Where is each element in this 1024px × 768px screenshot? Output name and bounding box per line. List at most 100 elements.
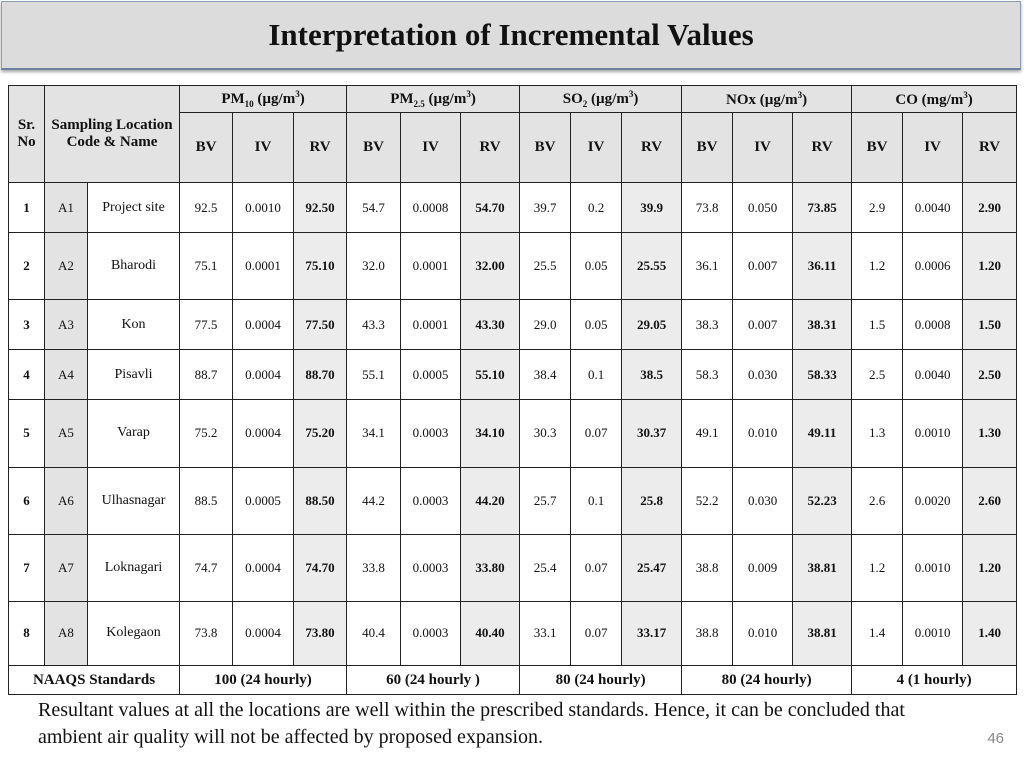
cell-co-rv: 1.40: [962, 600, 1018, 667]
cell-so2-rv: 25.47: [621, 533, 683, 602]
cell-nox-bv: 38.3: [681, 299, 734, 351]
row-location-name: Project site: [87, 181, 180, 234]
standard-co: 4 (1 hourly): [851, 665, 1018, 695]
row-sr-no: 1: [8, 181, 45, 234]
cell-nox-iv: 0.009: [732, 533, 794, 602]
cell-co-iv: 0.0010: [902, 600, 964, 667]
cell-co-iv: 0.0040: [902, 181, 964, 234]
cell-pm25-rv: 32.00: [460, 232, 521, 301]
cell-pm25-bv: 43.3: [346, 299, 402, 351]
cell-nox-rv: 73.85: [792, 181, 853, 234]
cell-pm10-rv: 88.70: [292, 349, 348, 401]
cell-pm10-rv: 75.20: [292, 399, 348, 468]
row-location-name: Loknagari: [87, 533, 180, 602]
cell-pm25-rv: 34.10: [460, 399, 521, 468]
cell-so2-iv: 0.07: [570, 600, 623, 667]
header-location: Sampling Location Code & Name: [44, 85, 180, 183]
row-location-code: A1: [44, 181, 88, 234]
cell-pm25-iv: 0.0005: [400, 349, 462, 401]
row-location-name: Bharodi: [87, 232, 180, 301]
cell-nox-bv: 38.8: [681, 533, 734, 602]
cell-pm10-iv: 0.0004: [232, 349, 294, 401]
cell-so2-rv: 33.17: [621, 600, 683, 667]
cell-pm10-bv: 73.8: [179, 600, 233, 667]
row-location-code: A4: [44, 349, 88, 401]
cell-pm10-bv: 88.5: [179, 466, 233, 535]
cell-co-bv: 1.4: [851, 600, 904, 667]
cell-pm25-bv: 32.0: [346, 232, 402, 301]
cell-co-iv: 0.0010: [902, 399, 964, 468]
cell-so2-iv: 0.1: [570, 466, 623, 535]
subheader-pm10-bv: BV: [179, 112, 233, 183]
cell-so2-rv: 38.5: [621, 349, 683, 401]
subheader-co-iv: IV: [902, 112, 964, 183]
cell-co-bv: 2.9: [851, 181, 904, 234]
standards-label: NAAQS Standards: [8, 665, 180, 695]
cell-pm25-rv: 43.30: [460, 299, 521, 351]
subheader-pm10-rv: RV: [292, 112, 348, 183]
title-banner: Interpretation of Incremental Values: [1, 1, 1021, 70]
cell-co-iv: 0.0010: [902, 533, 964, 602]
cell-nox-rv: 36.11: [792, 232, 853, 301]
subheader-so2-iv: IV: [570, 112, 623, 183]
cell-nox-bv: 73.8: [681, 181, 734, 234]
cell-pm10-rv: 77.50: [292, 299, 348, 351]
header-pm25: PM2.5 (µg/m3): [346, 85, 521, 113]
cell-pm25-bv: 55.1: [346, 349, 402, 401]
header-sr-no: Sr. No: [8, 85, 45, 183]
cell-nox-bv: 38.8: [681, 600, 734, 667]
cell-so2-iv: 0.07: [570, 399, 623, 468]
cell-so2-bv: 39.7: [519, 181, 572, 234]
row-sr-no: 2: [8, 232, 45, 301]
row-location-code: A3: [44, 299, 88, 351]
cell-so2-iv: 0.05: [570, 299, 623, 351]
row-sr-no: 4: [8, 349, 45, 401]
cell-co-rv: 1.20: [962, 232, 1018, 301]
cell-pm25-rv: 44.20: [460, 466, 521, 535]
row-sr-no: 3: [8, 299, 45, 351]
cell-pm10-iv: 0.0004: [232, 299, 294, 351]
cell-so2-bv: 30.3: [519, 399, 572, 468]
cell-pm25-iv: 0.0001: [400, 232, 462, 301]
cell-co-bv: 2.5: [851, 349, 904, 401]
cell-nox-iv: 0.050: [732, 181, 794, 234]
cell-pm25-iv: 0.0003: [400, 466, 462, 535]
cell-nox-bv: 36.1: [681, 232, 734, 301]
cell-nox-rv: 49.11: [792, 399, 853, 468]
cell-pm25-rv: 33.80: [460, 533, 521, 602]
standard-pm25: 60 (24 hourly ): [346, 665, 521, 695]
cell-pm10-bv: 75.1: [179, 232, 233, 301]
cell-pm25-iv: 0.0003: [400, 399, 462, 468]
table-row: 2 A2 Bharodi 75.1 0.0001 75.10 32.0 0.0001 32.00…: [8, 232, 1018, 301]
cell-nox-iv: 0.010: [732, 399, 794, 468]
cell-co-iv: 0.0006: [902, 232, 964, 301]
cell-pm10-bv: 75.2: [179, 399, 233, 468]
cell-pm10-iv: 0.0004: [232, 600, 294, 667]
cell-so2-iv: 0.05: [570, 232, 623, 301]
subheader-so2-bv: BV: [519, 112, 572, 183]
subheader-so2-rv: RV: [621, 112, 683, 183]
cell-co-iv: 0.0020: [902, 466, 964, 535]
sub-header-row: BV IV RV BV IV RV BV IV RV BV IV RV BV IV RV: [9, 112, 1018, 183]
cell-so2-iv: 0.07: [570, 533, 623, 602]
cell-pm10-iv: 0.0010: [232, 181, 294, 234]
row-sr-no: 5: [8, 399, 45, 468]
cell-co-rv: 2.60: [962, 466, 1018, 535]
standards-row: NAAQS Standards 100 (24 hourly) 60 (24 h…: [8, 665, 1018, 695]
cell-pm25-rv: 55.10: [460, 349, 521, 401]
cell-so2-iv: 0.2: [570, 181, 623, 234]
cell-pm10-rv: 92.50: [292, 181, 348, 234]
standard-pm10: 100 (24 hourly): [178, 665, 348, 695]
subheader-pm25-rv: RV: [460, 112, 521, 183]
cell-nox-iv: 0.007: [732, 299, 794, 351]
cell-co-rv: 1.20: [962, 533, 1018, 602]
cell-so2-bv: 25.5: [519, 232, 572, 301]
row-sr-no: 8: [8, 600, 45, 667]
row-location-name: Ulhasnagar: [87, 466, 180, 535]
cell-pm25-bv: 44.2: [346, 466, 402, 535]
cell-so2-rv: 30.37: [621, 399, 683, 468]
row-location-name: Pisavli: [87, 349, 180, 401]
cell-pm25-rv: 54.70: [460, 181, 521, 234]
cell-co-bv: 2.6: [851, 466, 904, 535]
table-row: 4 A4 Pisavli 88.7 0.0004 88.70 55.1 0.0005 55.10…: [8, 349, 1018, 401]
